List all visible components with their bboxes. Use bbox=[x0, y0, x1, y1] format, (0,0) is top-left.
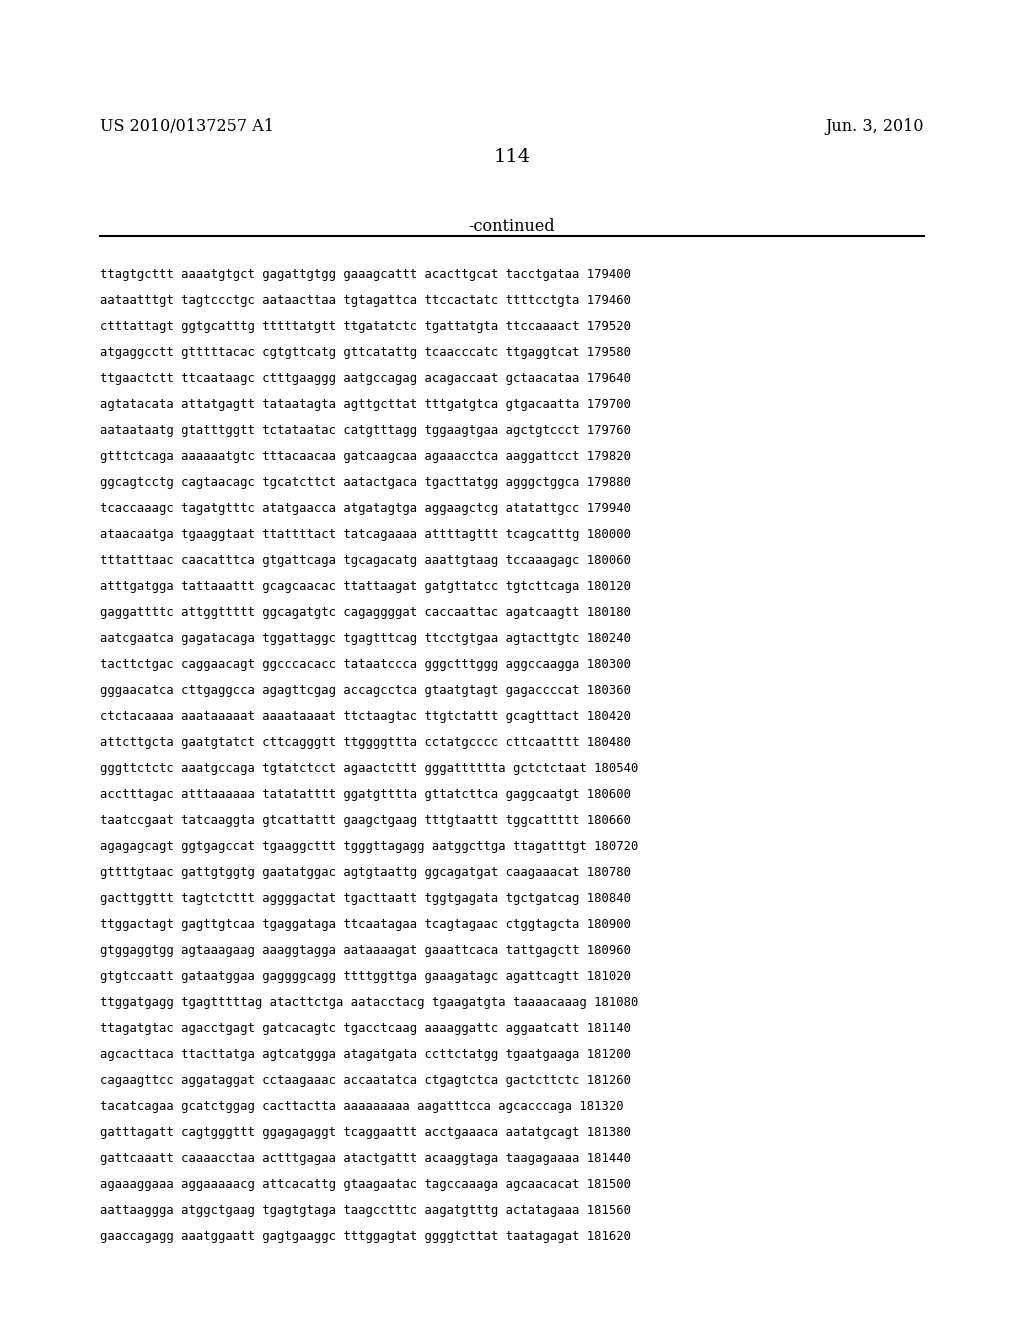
Text: aatcgaatca gagatacaga tggattaggc tgagtttcag ttcctgtgaa agtacttgtc 180240: aatcgaatca gagatacaga tggattaggc tgagttt… bbox=[100, 632, 631, 645]
Text: aataatttgt tagtccctgc aataacttaa tgtagattca ttccactatc ttttcctgta 179460: aataatttgt tagtccctgc aataacttaa tgtagat… bbox=[100, 294, 631, 308]
Text: gaaccagagg aaatggaatt gagtgaaggc tttggagtat ggggtcttat taatagagat 181620: gaaccagagg aaatggaatt gagtgaaggc tttggag… bbox=[100, 1230, 631, 1243]
Text: atttgatgga tattaaattt gcagcaacac ttattaagat gatgttatcc tgtcttcaga 180120: atttgatgga tattaaattt gcagcaacac ttattaa… bbox=[100, 579, 631, 593]
Text: gaggattttc attggttttt ggcagatgtc cagaggggat caccaattac agatcaagtt 180180: gaggattttc attggttttt ggcagatgtc cagaggg… bbox=[100, 606, 631, 619]
Text: cagaagttcc aggataggat cctaagaaac accaatatca ctgagtctca gactcttctc 181260: cagaagttcc aggataggat cctaagaaac accaata… bbox=[100, 1074, 631, 1086]
Text: 114: 114 bbox=[494, 148, 530, 166]
Text: -continued: -continued bbox=[469, 218, 555, 235]
Text: gtgtccaatt gataatggaa gaggggcagg ttttggttga gaaagatagc agattcagtt 181020: gtgtccaatt gataatggaa gaggggcagg ttttggt… bbox=[100, 970, 631, 983]
Text: ttggactagt gagttgtcaa tgaggataga ttcaatagaa tcagtagaac ctggtagcta 180900: ttggactagt gagttgtcaa tgaggataga ttcaata… bbox=[100, 917, 631, 931]
Text: gatttagatt cagtgggttt ggagagaggt tcaggaattt acctgaaaca aatatgcagt 181380: gatttagatt cagtgggttt ggagagaggt tcaggaa… bbox=[100, 1126, 631, 1139]
Text: tacttctgac caggaacagt ggcccacacc tataatccca gggctttggg aggccaagga 180300: tacttctgac caggaacagt ggcccacacc tataatc… bbox=[100, 657, 631, 671]
Text: agagagcagt ggtgagccat tgaaggcttt tgggttagagg aatggcttga ttagatttgt 180720: agagagcagt ggtgagccat tgaaggcttt tgggtta… bbox=[100, 840, 638, 853]
Text: ctttattagt ggtgcatttg tttttatgtt ttgatatctc tgattatgta ttccaaaact 179520: ctttattagt ggtgcatttg tttttatgtt ttgatat… bbox=[100, 319, 631, 333]
Text: ctctacaaaa aaataaaaat aaaataaaat ttctaagtac ttgtctattt gcagtttact 180420: ctctacaaaa aaataaaaat aaaataaaat ttctaag… bbox=[100, 710, 631, 723]
Text: aattaaggga atggctgaag tgagtgtaga taagcctttc aagatgtttg actatagaaa 181560: aattaaggga atggctgaag tgagtgtaga taagcct… bbox=[100, 1204, 631, 1217]
Text: gttttgtaac gattgtggtg gaatatggac agtgtaattg ggcagatgat caagaaacat 180780: gttttgtaac gattgtggtg gaatatggac agtgtaa… bbox=[100, 866, 631, 879]
Text: attcttgcta gaatgtatct cttcagggtt ttggggttta cctatgcccc cttcaatttt 180480: attcttgcta gaatgtatct cttcagggtt ttggggt… bbox=[100, 737, 631, 748]
Text: gtttctcaga aaaaaatgtc tttacaacaa gatcaagcaa agaaacctca aaggattcct 179820: gtttctcaga aaaaaatgtc tttacaacaa gatcaag… bbox=[100, 450, 631, 463]
Text: ttagatgtac agacctgagt gatcacagtc tgacctcaag aaaaggattc aggaatcatt 181140: ttagatgtac agacctgagt gatcacagtc tgacctc… bbox=[100, 1022, 631, 1035]
Text: aataataatg gtatttggtt tctataatac catgtttagg tggaagtgaa agctgtccct 179760: aataataatg gtatttggtt tctataatac catgttt… bbox=[100, 424, 631, 437]
Text: atgaggcctt gtttttacac cgtgttcatg gttcatattg tcaacccatc ttgaggtcat 179580: atgaggcctt gtttttacac cgtgttcatg gttcata… bbox=[100, 346, 631, 359]
Text: gacttggttt tagtctcttt aggggactat tgacttaatt tggtgagata tgctgatcag 180840: gacttggttt tagtctcttt aggggactat tgactta… bbox=[100, 892, 631, 906]
Text: ttggatgagg tgagtttttag atacttctga aatacctacg tgaagatgta taaaacaaag 181080: ttggatgagg tgagtttttag atacttctga aatacc… bbox=[100, 997, 638, 1008]
Text: agtatacata attatgagtt tataatagta agttgcttat tttgatgtca gtgacaatta 179700: agtatacata attatgagtt tataatagta agttgct… bbox=[100, 399, 631, 411]
Text: acctttagac atttaaaaaa tatatatttt ggatgtttta gttatcttca gaggcaatgt 180600: acctttagac atttaaaaaa tatatatttt ggatgtt… bbox=[100, 788, 631, 801]
Text: ggcagtcctg cagtaacagc tgcatcttct aatactgaca tgacttatgg agggctggca 179880: ggcagtcctg cagtaacagc tgcatcttct aatactg… bbox=[100, 477, 631, 488]
Text: gtggaggtgg agtaaagaag aaaggtagga aataaaagat gaaattcaca tattgagctt 180960: gtggaggtgg agtaaagaag aaaggtagga aataaaa… bbox=[100, 944, 631, 957]
Text: gattcaaatt caaaacctaa actttgagaa atactgattt acaaggtaga taagagaaaa 181440: gattcaaatt caaaacctaa actttgagaa atactga… bbox=[100, 1152, 631, 1166]
Text: tttatttaac caacatttca gtgattcaga tgcagacatg aaattgtaag tccaaagagc 180060: tttatttaac caacatttca gtgattcaga tgcagac… bbox=[100, 554, 631, 568]
Text: tcaccaaagc tagatgtttc atatgaacca atgatagtga aggaagctcg atatattgcc 179940: tcaccaaagc tagatgtttc atatgaacca atgatag… bbox=[100, 502, 631, 515]
Text: ttagtgcttt aaaatgtgct gagattgtgg gaaagcattt acacttgcat tacctgataa 179400: ttagtgcttt aaaatgtgct gagattgtgg gaaagca… bbox=[100, 268, 631, 281]
Text: ttgaactctt ttcaataagc ctttgaaggg aatgccagag acagaccaat gctaacataa 179640: ttgaactctt ttcaataagc ctttgaaggg aatgcca… bbox=[100, 372, 631, 385]
Text: gggttctctc aaatgccaga tgtatctcct agaactcttt gggatttttta gctctctaat 180540: gggttctctc aaatgccaga tgtatctcct agaactc… bbox=[100, 762, 638, 775]
Text: US 2010/0137257 A1: US 2010/0137257 A1 bbox=[100, 117, 274, 135]
Text: agaaaggaaa aggaaaaacg attcacattg gtaagaatac tagccaaaga agcaacacat 181500: agaaaggaaa aggaaaaacg attcacattg gtaagaa… bbox=[100, 1177, 631, 1191]
Text: taatccgaat tatcaaggta gtcattattt gaagctgaag tttgtaattt tggcattttt 180660: taatccgaat tatcaaggta gtcattattt gaagctg… bbox=[100, 814, 631, 828]
Text: agcacttaca ttacttatga agtcatggga atagatgata ccttctatgg tgaatgaaga 181200: agcacttaca ttacttatga agtcatggga atagatg… bbox=[100, 1048, 631, 1061]
Text: ataacaatga tgaaggtaat ttattttact tatcagaaaa attttagttt tcagcatttg 180000: ataacaatga tgaaggtaat ttattttact tatcaga… bbox=[100, 528, 631, 541]
Text: tacatcagaa gcatctggag cacttactta aaaaaaaaa aagatttcca agcacccaga 181320: tacatcagaa gcatctggag cacttactta aaaaaaa… bbox=[100, 1100, 624, 1113]
Text: Jun. 3, 2010: Jun. 3, 2010 bbox=[825, 117, 924, 135]
Text: gggaacatca cttgaggcca agagttcgag accagcctca gtaatgtagt gagaccccat 180360: gggaacatca cttgaggcca agagttcgag accagcc… bbox=[100, 684, 631, 697]
